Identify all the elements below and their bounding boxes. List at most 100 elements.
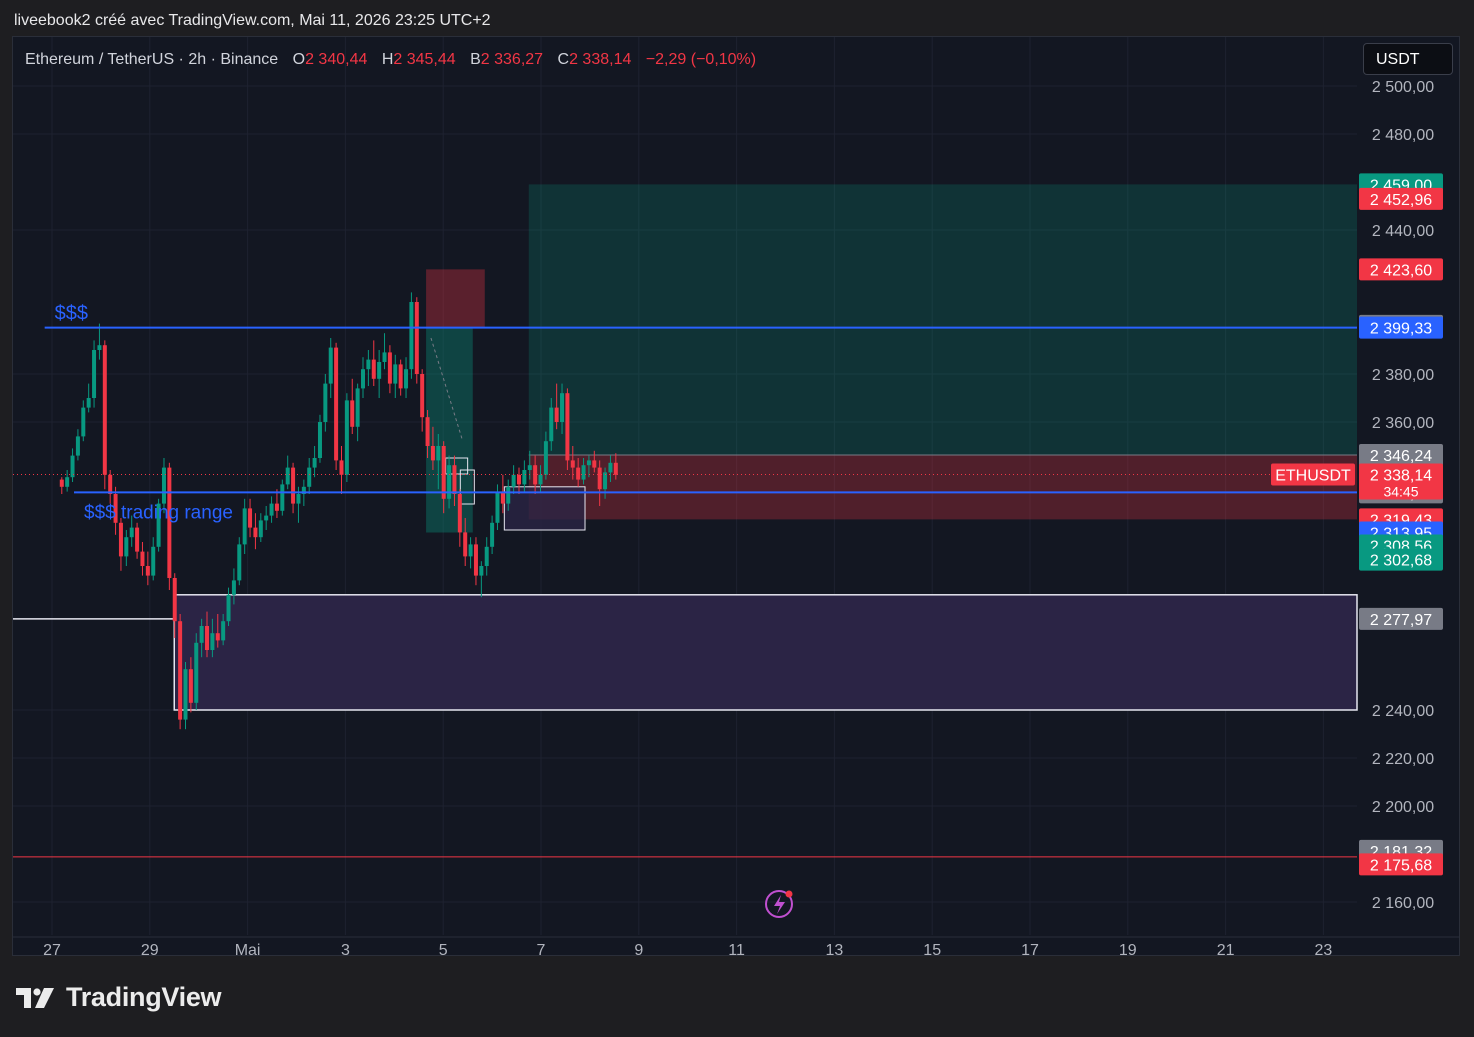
candle-body	[377, 362, 382, 379]
candle-body	[334, 347, 339, 461]
candle-body	[409, 302, 414, 370]
tradingview-logo-icon	[16, 987, 54, 1008]
price-tag-text: 2 452,96	[1370, 192, 1432, 209]
x-tick-label: 19	[1119, 942, 1137, 956]
candle-body	[301, 486, 306, 494]
candle-body	[188, 669, 193, 703]
price-tag	[1359, 548, 1443, 571]
candle-body	[129, 527, 134, 538]
candle-body	[194, 642, 199, 703]
candle-body	[167, 467, 172, 578]
candle-body	[151, 546, 156, 576]
long-stop-zone	[528, 455, 1357, 520]
marker-box	[459, 469, 475, 505]
chart-caption: liveebook2 créé avec TradingView.com, Ma…	[14, 12, 491, 29]
candle-body	[366, 359, 371, 370]
candle-body	[231, 580, 236, 595]
candle-body	[355, 388, 360, 427]
candle-body	[102, 345, 107, 475]
price-tag	[1359, 187, 1443, 210]
candle-body	[506, 486, 511, 504]
candle-body	[387, 352, 392, 384]
candle-body	[307, 467, 312, 487]
candle-body	[296, 494, 301, 504]
candle-body	[463, 532, 468, 557]
candle-body	[118, 522, 123, 557]
candle-body	[565, 393, 570, 461]
candle-body	[145, 566, 150, 576]
candle-body	[361, 369, 366, 389]
candle-body	[603, 472, 608, 490]
open-value: 2 340,44	[305, 51, 368, 68]
candle-body	[560, 393, 565, 422]
x-tick-label: 23	[1315, 942, 1333, 956]
x-tick-label: 27	[43, 942, 61, 956]
y-tick-label: 2 160,00	[1372, 895, 1434, 912]
candle-body	[350, 400, 355, 427]
candle-body	[210, 633, 215, 650]
candle-body	[269, 503, 274, 516]
candle-body	[75, 436, 80, 456]
candle-body	[436, 446, 441, 461]
candle-body	[226, 594, 231, 622]
x-tick-label: 11	[728, 942, 745, 956]
candle-body	[81, 407, 86, 437]
candle-body	[328, 347, 333, 384]
candle-body	[533, 465, 538, 485]
x-tick-label: 17	[1021, 942, 1039, 956]
y-tick-label: 2 200,00	[1372, 799, 1434, 816]
candle-body	[613, 462, 618, 475]
candle-body	[291, 467, 296, 504]
demand-zone	[173, 594, 1358, 711]
high-key: H	[381, 51, 394, 68]
close-value: 2 338,14	[569, 51, 632, 68]
price-tag	[1359, 316, 1443, 339]
candle-body	[398, 364, 403, 389]
candle-body	[323, 383, 328, 422]
candle-body	[538, 474, 543, 485]
candle-body	[285, 467, 290, 485]
x-tick-label: Mai	[235, 942, 261, 956]
price-tag-text: 2 277,97	[1370, 612, 1432, 629]
candle-body	[543, 441, 548, 475]
candle-body	[581, 465, 586, 480]
candle-body	[264, 515, 269, 521]
x-tick-label: 7	[537, 942, 546, 956]
brand[interactable]: TradingView	[16, 982, 222, 1013]
candle-body	[312, 458, 317, 468]
candle-body	[457, 494, 462, 533]
candle-body	[393, 364, 398, 384]
price-tag-text: 2 175,68	[1370, 857, 1432, 874]
candle-body	[549, 407, 554, 442]
candle-body	[280, 484, 285, 511]
candle-body	[70, 455, 75, 478]
symbol-label[interactable]: Ethereum / TetherUS · 2h · Binance	[25, 51, 279, 68]
price-tag-text: 2 423,60	[1370, 262, 1432, 279]
symbol-tag	[1271, 463, 1355, 486]
x-tick-label: 13	[826, 942, 844, 956]
candle-body	[420, 374, 425, 418]
price-tag	[1359, 258, 1443, 281]
last-price-tag	[1359, 463, 1443, 500]
price-tag	[1359, 607, 1443, 630]
x-tick-label: 9	[634, 942, 643, 956]
candle-body	[161, 467, 166, 504]
candle-body	[371, 359, 376, 379]
replay-lightning-icon[interactable]	[765, 890, 793, 918]
candle-body	[59, 479, 64, 487]
candle-body	[205, 626, 210, 650]
candle-body	[511, 474, 516, 487]
candle-body	[92, 350, 97, 398]
candle-body	[382, 352, 387, 362]
candle-body	[172, 578, 177, 622]
chart-panel[interactable]: $$$ $$$ trading range 2 500,00 2 480,00 2 44…	[12, 36, 1460, 956]
candle-body	[468, 544, 473, 557]
currency-button[interactable]: USDT	[1363, 43, 1453, 75]
candle-body	[495, 491, 500, 523]
candle-body	[97, 345, 102, 350]
candle-body	[441, 446, 446, 499]
candle-body	[484, 546, 489, 566]
price-chart[interactable]: $$$ $$$ trading range 2 500,00 2 480,00 2 44…	[13, 37, 1460, 956]
candle-body	[570, 460, 575, 468]
candle-body	[586, 460, 591, 466]
